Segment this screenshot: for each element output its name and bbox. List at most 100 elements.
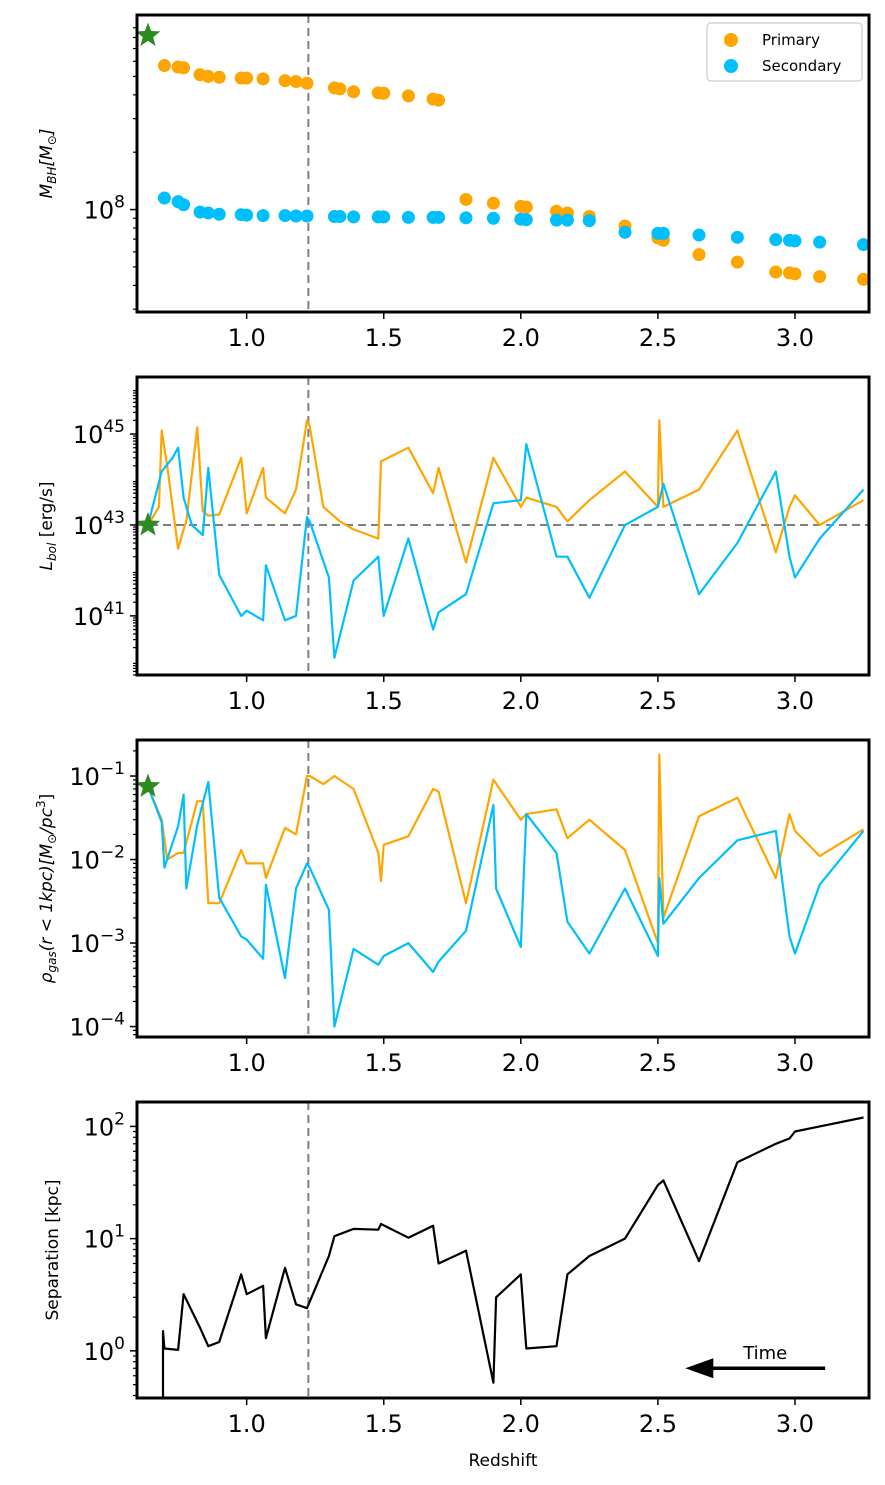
x-tick-label: 1.5 [365,324,403,352]
secondary-point [459,211,473,225]
y-tick-label: 1041 [73,599,125,631]
x-tick-label: 2.5 [639,324,677,352]
x-tick-label: 1.5 [365,1410,403,1438]
y-axis-label: ρgas(r < 1kpc)[M⊙/pc3] [34,794,59,984]
primary-point [212,70,226,84]
primary-point [730,255,744,269]
secondary-point [486,211,500,225]
x-tick-label: 3.0 [776,1049,814,1077]
primary-point [788,267,802,281]
secondary-point [857,238,869,252]
secondary-point [377,210,391,224]
x-tick-label: 2.0 [502,687,540,715]
legend-box [706,22,863,82]
primary-point [377,86,391,100]
primary-point [401,89,415,103]
y-tick-label: 100 [84,1334,125,1366]
x-tick-label: 2.5 [639,1049,677,1077]
y-tick-label: 1043 [73,508,125,540]
axes-frame [135,1100,871,1400]
secondary-point [582,214,596,228]
x-tick-label: 2.5 [639,1410,677,1438]
primary-point [813,270,827,284]
separation-line [161,1116,864,1398]
panel-4: 100 101 102 1.0 1.5 2.0 2.5 3.0 Separation [kpc]… [43,1100,871,1471]
secondary-point [212,207,226,221]
y-tick-label: 108 [84,193,125,225]
axes-frame [135,738,871,1039]
time-annotation: Time [742,1343,787,1364]
y-axis-label: MBH[M⊙] [37,129,59,199]
secondary-point [813,235,827,249]
primary-point [201,69,215,83]
y-tick-label: 1045 [73,417,125,449]
primary-point [289,75,303,89]
x-tick-label: 1.0 [228,324,266,352]
secondary-point [730,230,744,244]
secondary-point [618,225,632,239]
x-tick-label: 2.5 [639,687,677,715]
y-tick-label: 10−1 [69,759,125,791]
secondary-point [256,209,270,223]
primary-point [459,192,473,206]
x-tick-label: 3.0 [776,324,814,352]
plot-area [161,1102,864,1398]
primary-point [177,61,191,75]
legend-label-primary: Primary [762,31,820,49]
plot-area [137,377,869,675]
secondary-point [519,213,533,227]
primary-point [432,93,446,107]
primary-point [278,74,292,88]
primary-line [146,753,865,945]
primary-point [857,272,869,286]
plot-area [157,15,869,312]
x-tick-label: 3.0 [776,687,814,715]
plot-area [146,740,865,1037]
secondary-point [769,233,783,247]
x-tick-label: 1.0 [228,1049,266,1077]
secondary-point [549,213,563,227]
secondary-point [240,208,254,222]
x-tick-label: 1.5 [365,1049,403,1077]
x-tick-label: 1.0 [228,1410,266,1438]
legend-marker-primary [724,33,738,47]
time-arrow-icon [685,1358,826,1379]
secondary-point [300,209,314,223]
axes-frame [135,375,871,677]
x-tick-label: 2.0 [502,1049,540,1077]
secondary-point [289,209,303,223]
secondary-point [347,210,361,224]
secondary-line [146,780,865,1028]
green-star-icon [135,512,161,536]
secondary-point [177,198,191,212]
y-axis-label: Lbol [erg/s] [37,482,59,571]
secondary-point [333,209,347,223]
secondary-line [146,443,865,659]
secondary-point [788,234,802,248]
secondary-point [692,228,706,242]
secondary-point [278,209,292,223]
y-tick-label: 101 [84,1222,125,1254]
x-axis-label: Redshift [468,1451,537,1471]
green-star-icon [135,773,161,797]
secondary-point [656,226,670,240]
secondary-point [157,191,171,205]
green-star-icon [135,22,161,46]
primary-point [519,200,533,214]
secondary-point [401,210,415,224]
primary-point [769,265,783,279]
primary-point [549,204,563,218]
x-tick-label: 2.0 [502,1410,540,1438]
x-tick-label: 1.5 [365,687,403,715]
arrow-head [685,1358,714,1379]
panel-3: 10−4 10−3 10−2 10−1 1.0 1.5 2.0 2.5 3.0 ρgas(r < … [34,738,871,1077]
primary-point [333,82,347,96]
primary-point [256,72,270,86]
primary-point [240,71,254,85]
y-tick-label: 10−4 [69,1010,125,1042]
primary-point [300,76,314,90]
y-tick-label: 10−3 [69,926,125,958]
legend: Primary Secondary [706,22,863,82]
primary-line [147,419,865,564]
